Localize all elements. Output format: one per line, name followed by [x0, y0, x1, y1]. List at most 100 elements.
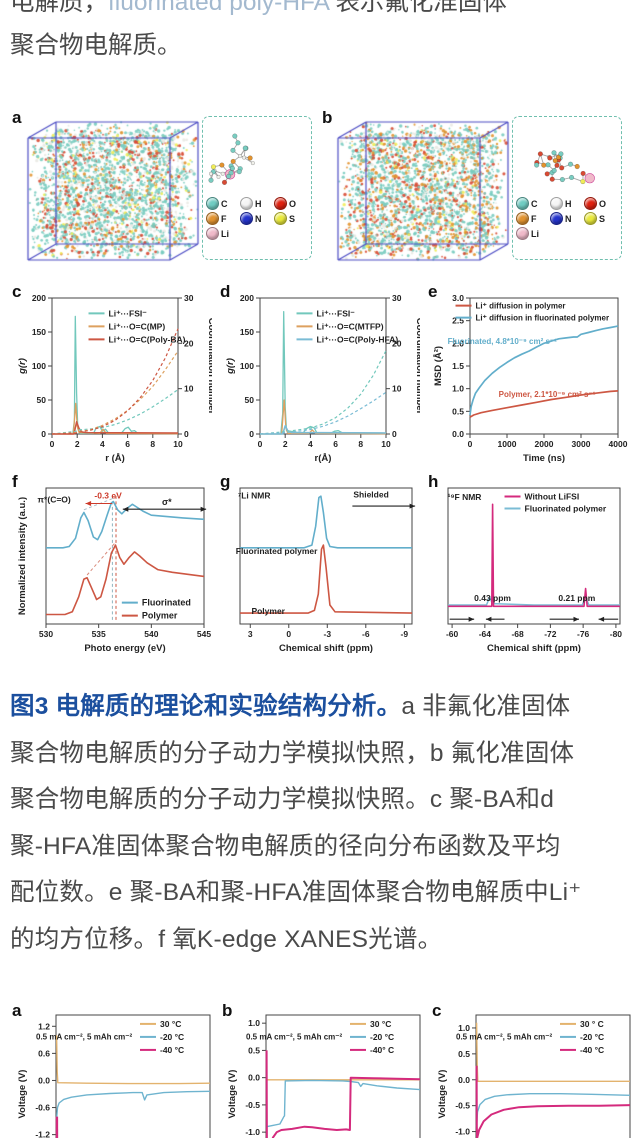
svg-text:Chemical shift (ppm): Chemical shift (ppm): [487, 643, 581, 654]
svg-text:6: 6: [125, 439, 130, 449]
md-simulation-box-a: [20, 114, 205, 264]
svg-text:1.5: 1.5: [452, 361, 464, 371]
caption-title: 图3 电解质的理论和实验结构分析。: [10, 693, 402, 720]
svg-text:6: 6: [333, 439, 338, 449]
svg-text:-20 °C: -20 °C: [580, 1032, 604, 1042]
figure3-panel-b: b C H O F N S Li: [318, 108, 628, 266]
panel-g-label: g: [220, 472, 231, 491]
svg-text:530: 530: [39, 629, 53, 639]
svg-text:-0.5: -0.5: [245, 1100, 260, 1110]
panel-d-label: d: [220, 282, 231, 301]
figure3-panel-d: d 0 2 4 6 8 10 0 50 100 150 200 0 10 20 30 r(Å) g(r) Coor…: [216, 282, 425, 464]
svg-text:0.6: 0.6: [38, 1048, 50, 1058]
caption-line-1-rest: a 非氟化准固体: [401, 693, 571, 720]
svg-text:-6: -6: [362, 629, 370, 639]
svg-text:MSD (Å²): MSD (Å²): [433, 346, 444, 386]
svg-text:10: 10: [381, 439, 391, 449]
svg-text:-76: -76: [577, 629, 590, 639]
intro-line1-prefix: 电解质，: [10, 0, 108, 16]
svg-text:0.5 mA cm⁻², 5 mAh cm⁻²: 0.5 mA cm⁻², 5 mAh cm⁻²: [246, 1033, 343, 1042]
caption-line-6: 的均方位移。f 氧K-edge XANES光谱。: [10, 925, 443, 953]
atom-color-dot: [516, 197, 529, 210]
intro-paragraph: 电解质，fluorinated poly-HFA 表示氟化准固体 聚合物电解质。: [0, 0, 640, 64]
svg-text:30 ° C: 30 ° C: [580, 1019, 604, 1029]
svg-text:2000: 2000: [535, 439, 554, 449]
svg-text:200: 200: [32, 293, 46, 303]
atom-legend-item: S: [584, 212, 618, 225]
f-nmr-chart: -60 -64 -68 -72 -76 -80 Chemical shift (ppm) Wi…: [432, 480, 628, 654]
atom-color-dot: [516, 227, 529, 240]
svg-text:0.5 mA cm⁻², 5 mAh cm⁻²: 0.5 mA cm⁻², 5 mAh cm⁻²: [456, 1033, 553, 1042]
md-simulation-box-b: [330, 114, 515, 264]
intro-line1: 电解质，fluorinated poly-HFA 表示氟化准固体: [10, 0, 507, 18]
svg-text:Li⁺···O=C(MP): Li⁺···O=C(MP): [109, 321, 166, 331]
atom-color-dot: [274, 212, 287, 225]
svg-text:30: 30: [184, 293, 194, 303]
svg-text:Photo energy (eV): Photo energy (eV): [84, 643, 165, 654]
svg-text:-40 °C: -40 °C: [160, 1045, 184, 1055]
svg-text:Li⁺···O=C(Poly-BA): Li⁺···O=C(Poly-BA): [109, 334, 186, 344]
panel-a-label: a: [12, 108, 22, 127]
figure3-row-cde: c 0 2 4 6 8 10 0 50 100 150 200 0 10 20 30 r (Å) g(r) Coo…: [8, 282, 640, 464]
caption-line-2: 聚合物电解质的分子动力学模拟快照，b 氟化准固体: [10, 739, 575, 767]
svg-text:-40 °C: -40 °C: [580, 1045, 604, 1055]
svg-text:10: 10: [184, 384, 194, 394]
figure3-row-fgh: f 530 535 540 545 Photo energy (eV) Normalize…: [8, 472, 640, 660]
molecule-inset-b: C H O F N S Li: [512, 116, 622, 260]
atom-legend-item: C: [516, 197, 550, 210]
svg-text:0.0: 0.0: [458, 1075, 470, 1085]
svg-text:2: 2: [283, 439, 288, 449]
svg-text:-1.2: -1.2: [35, 1130, 50, 1138]
svg-text:Li⁺···O=C(MTFP): Li⁺···O=C(MTFP): [317, 321, 384, 331]
figure3-panel-g: g 3 0 -3 -6 -9 Chemical shift (ppm) ⁷Li NMR Shi…: [216, 472, 424, 660]
svg-text:540: 540: [144, 629, 158, 639]
svg-text:-68: -68: [511, 629, 524, 639]
caption-line-1: 图3 电解质的理论和实验结构分析。a 非氟化准固体: [10, 684, 630, 731]
voltage-chart-b: 1.00.50.0-0.5-1.0-1.5Voltage (V)30 °C-20…: [226, 1009, 426, 1138]
svg-text:0.5: 0.5: [452, 406, 464, 416]
figure4-panel-b-label: b: [222, 1001, 233, 1020]
svg-text:Li⁺ diffusion in polymer: Li⁺ diffusion in polymer: [476, 302, 566, 311]
li-nmr-chart: 3 0 -3 -6 -9 Chemical shift (ppm) ⁷Li NMR Shiel…: [224, 480, 420, 654]
svg-text:Voltage (V): Voltage (V): [227, 1070, 238, 1119]
svg-text:-64: -64: [479, 629, 492, 639]
svg-text:Fluorinated, 4.8*10⁻⁹ cm² s⁻¹: Fluorinated, 4.8*10⁻⁹ cm² s⁻¹: [448, 337, 557, 346]
figure4-panel-a: a 1.20.60.0-0.6-1.2-1.8Voltage (V)30 °C-…: [8, 1001, 218, 1138]
svg-text:100: 100: [32, 361, 46, 371]
svg-text:4: 4: [100, 439, 105, 449]
svg-text:Li⁺···FSI⁻: Li⁺···FSI⁻: [109, 308, 148, 318]
svg-text:r(Å): r(Å): [315, 453, 332, 464]
svg-text:100: 100: [240, 361, 254, 371]
atom-color-dot: [584, 212, 597, 225]
svg-text:Voltage (V): Voltage (V): [437, 1070, 448, 1119]
svg-text:-80: -80: [610, 629, 623, 639]
svg-text:Polymer: Polymer: [251, 606, 285, 616]
molecule-structure-b: [534, 150, 595, 185]
svg-text:⁷Li NMR: ⁷Li NMR: [238, 490, 271, 500]
atom-legend-b: C H O F N S Li: [516, 197, 618, 240]
svg-text:10: 10: [392, 384, 402, 394]
svg-text:-20 °C: -20 °C: [160, 1032, 184, 1042]
intro-line1-highlight: fluorinated poly-HFA: [108, 0, 336, 16]
caption-line-5: 配位数。e 聚-BA和聚-HFA准固体聚合物电解质中Li⁺: [10, 879, 582, 906]
svg-text:0.5: 0.5: [458, 1049, 470, 1059]
svg-text:Time (ns): Time (ns): [523, 453, 565, 464]
caption-line-3: 聚合物电解质的分子动力学模拟快照。c 聚-BA和d: [10, 786, 555, 813]
atom-color-dot: [206, 227, 219, 240]
atom-legend-item: F: [516, 212, 550, 225]
svg-text:150: 150: [32, 327, 46, 337]
svg-text:Li⁺···FSI⁻: Li⁺···FSI⁻: [317, 308, 356, 318]
panel-e-label: e: [428, 282, 438, 301]
svg-text:0.21 ppm: 0.21 ppm: [558, 593, 595, 603]
panel-c-label: c: [12, 282, 22, 301]
rdf-chart-poly-hfa: 0 2 4 6 8 10 0 50 100 150 200 0 10 20 30 r(Å) g(r) Coordi…: [224, 290, 425, 464]
atom-color-dot: [240, 212, 253, 225]
svg-text:Polymer, 2.1*10⁻⁹ cm² s⁻¹: Polymer, 2.1*10⁻⁹ cm² s⁻¹: [499, 390, 596, 399]
svg-text:1.2: 1.2: [38, 1021, 50, 1031]
svg-text:3.0: 3.0: [452, 293, 464, 303]
figure3-panel-h: h -60 -64 -68 -72 -76 -80 Chemical shift (ppm)…: [424, 472, 632, 660]
figure4-panel-c: c 1.00.50.0-0.5-1.0-1.5Voltage (V)30 ° C…: [428, 1001, 638, 1138]
caption-line-4: 聚-HFA准固体聚合物电解质的径向分布函数及平均: [10, 832, 561, 860]
svg-text:Polymer: Polymer: [142, 611, 178, 621]
